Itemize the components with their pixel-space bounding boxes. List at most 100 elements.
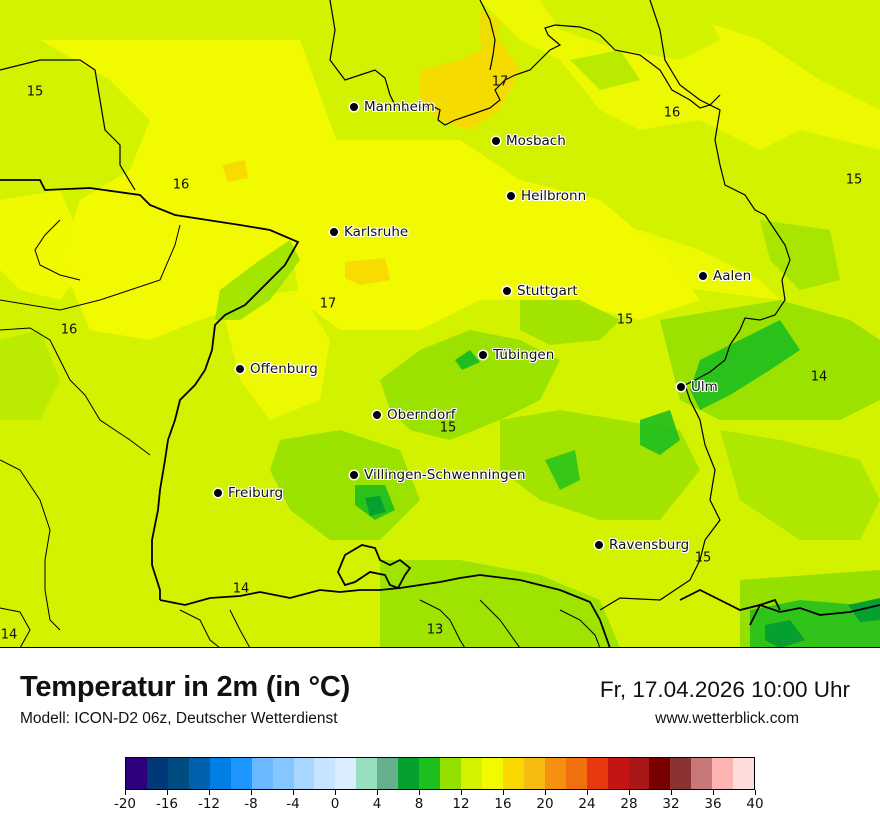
- temperature-value-label: 15: [26, 84, 44, 100]
- colorbar-tick-label: -4: [286, 796, 300, 812]
- colorbar-segment: [691, 758, 713, 789]
- colorbar-tick-label: 40: [746, 796, 764, 812]
- colorbar-tick-label: 12: [452, 796, 470, 812]
- colorbar-tick-mark: [167, 790, 168, 795]
- colorbar-segment: [335, 758, 357, 789]
- city-marker[interactable]: Oberndorf: [373, 407, 456, 423]
- city-name: Offenburg: [250, 361, 318, 377]
- temperature-colorbar: [125, 757, 755, 790]
- colorbar-segment: [712, 758, 734, 789]
- temperature-map[interactable]: Mannheim Mosbach Heilbronn Karlsruhe Aalen St…: [0, 0, 880, 648]
- colorbar-tick-label: 16: [494, 796, 512, 812]
- temperature-value-label: 15: [439, 420, 457, 436]
- temperature-value-label: 13: [426, 622, 444, 638]
- forecast-datetime: Fr, 17.04.2026 10:00 Uhr: [599, 677, 850, 702]
- city-name: Ulm: [691, 379, 718, 395]
- colorbar-tick-mark: [545, 790, 546, 795]
- temperature-value-label: 15: [616, 312, 634, 328]
- colorbar-segment: [523, 758, 545, 789]
- colorbar-segment: [628, 758, 650, 789]
- colorbar-tick-mark: [755, 790, 756, 795]
- temperature-value-label: 16: [60, 322, 78, 338]
- colorbar-tick-mark: [503, 790, 504, 795]
- colorbar-tick-label: -16: [155, 796, 179, 812]
- colorbar-segment: [398, 758, 420, 789]
- city-name: Stuttgart: [517, 283, 578, 299]
- city-name: Aalen: [713, 268, 752, 284]
- colorbar-tick-mark: [671, 790, 672, 795]
- city-name: Ravensburg: [609, 537, 690, 553]
- colorbar-segment: [649, 758, 671, 789]
- colorbar-tick-mark: [461, 790, 462, 795]
- temperature-value-label: 16: [663, 105, 681, 121]
- colorbar-tick-mark: [293, 790, 294, 795]
- model-source: Modell: ICON-D2 06z, Deutscher Wetterdie…: [20, 710, 338, 727]
- temperature-value-label: 14: [232, 581, 250, 597]
- colorbar-tick-mark: [125, 790, 126, 795]
- temperature-value-label: 14: [810, 369, 828, 385]
- colorbar-segment: [670, 758, 692, 789]
- temperature-value-label: 14: [0, 627, 18, 643]
- temperature-value-label: 15: [845, 172, 863, 188]
- colorbar-tick-mark: [419, 790, 420, 795]
- colorbar-tick-label: 8: [414, 796, 424, 812]
- colorbar-segment: [586, 758, 608, 789]
- colorbar-segment: [733, 758, 755, 789]
- city-name: Karlsruhe: [344, 224, 409, 240]
- city-dot-icon: [479, 351, 487, 359]
- colorbar-tick-label: -20: [113, 796, 137, 812]
- colorbar-segment: [251, 758, 273, 789]
- city-marker[interactable]: Offenburg: [236, 361, 318, 377]
- colorbar-segment: [377, 758, 399, 789]
- colorbar-tick-label: -8: [244, 796, 258, 812]
- colorbar-tick-mark: [629, 790, 630, 795]
- colorbar-segment: [356, 758, 378, 789]
- colorbar-segment: [230, 758, 252, 789]
- temperature-value-label: 17: [319, 296, 337, 312]
- city-dot-icon: [214, 489, 222, 497]
- city-name: Tübingen: [493, 347, 555, 363]
- colorbar-tick-label: -12: [197, 796, 221, 812]
- city-marker[interactable]: Ravensburg: [595, 537, 689, 553]
- colorbar-segment: [167, 758, 189, 789]
- website-link[interactable]: www.wetterblick.com: [655, 710, 799, 727]
- colorbar-ticks: -20 -16 -12 -8 -4 0 4 8 12 16 20 24 28 32 36 40: [114, 790, 764, 820]
- city-name: Heilbronn: [521, 188, 587, 204]
- city-marker[interactable]: Ulm: [677, 379, 718, 395]
- temperature-value-label: 17: [491, 74, 509, 90]
- city-marker[interactable]: Villingen-Schwenningen: [350, 467, 526, 483]
- colorbar-segment: [314, 758, 336, 789]
- city-dot-icon: [503, 287, 511, 295]
- colorbar-segment: [126, 758, 147, 789]
- map-shading-and-borders: [0, 0, 880, 647]
- city-dot-icon: [492, 137, 500, 145]
- city-marker[interactable]: Stuttgart: [503, 283, 578, 299]
- city-marker[interactable]: Heilbronn: [507, 188, 586, 204]
- colorbar-tick-mark: [209, 790, 210, 795]
- city-name: Mannheim: [364, 99, 435, 115]
- colorbar-segment: [502, 758, 524, 789]
- colorbar-tick-mark: [335, 790, 336, 795]
- colorbar-tick-label: 24: [578, 796, 596, 812]
- city-marker[interactable]: Aalen: [699, 268, 751, 284]
- colorbar-segment: [544, 758, 566, 789]
- colorbar-segment: [146, 758, 168, 789]
- city-marker[interactable]: Karlsruhe: [330, 224, 408, 240]
- colorbar-tick-label: 4: [372, 796, 382, 812]
- colorbar-tick-mark: [587, 790, 588, 795]
- colorbar-tick-label: 32: [662, 796, 680, 812]
- temperature-value-label: 16: [172, 177, 190, 193]
- city-dot-icon: [373, 411, 381, 419]
- city-dot-icon: [236, 365, 244, 373]
- colorbar-segment: [440, 758, 461, 789]
- city-marker[interactable]: Mosbach: [492, 133, 566, 149]
- city-dot-icon: [699, 272, 707, 280]
- city-name: Oberndorf: [387, 407, 456, 423]
- city-dot-icon: [350, 103, 358, 111]
- city-marker[interactable]: Tübingen: [479, 347, 554, 363]
- city-marker[interactable]: Freiburg: [214, 485, 283, 501]
- colorbar-tick-label: 20: [536, 796, 554, 812]
- city-dot-icon: [677, 383, 685, 391]
- city-dot-icon: [350, 471, 358, 479]
- city-marker[interactable]: Mannheim: [350, 99, 435, 115]
